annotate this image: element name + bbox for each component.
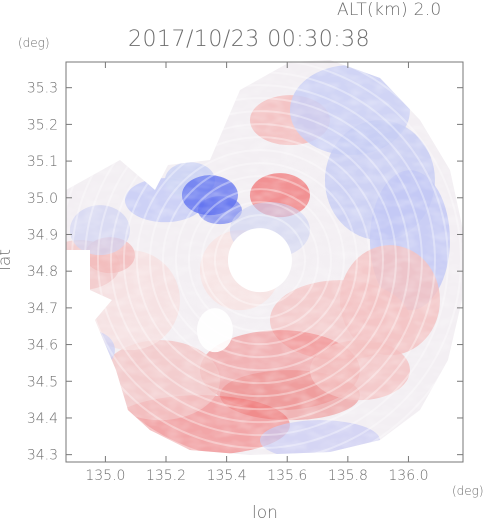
y-axis-unit: (deg)	[18, 36, 50, 50]
y-tick-label: 35.0	[27, 191, 58, 207]
x-tick-label: 135.0	[85, 468, 125, 484]
y-tick-label: 34.8	[27, 264, 58, 280]
y-axis-ticks: 35.3 35.2 35.1 35.0 34.9 34.8 34.7 34.6 34.5 34.4…	[27, 81, 463, 464]
radar-center-void	[227, 228, 292, 293]
x-tick-label: 135.8	[328, 468, 368, 484]
plot-border	[65, 61, 464, 463]
y-tick-label: 34.6	[27, 338, 58, 354]
x-axis-ticks: 135.0 135.2 135.4 135.6 135.8 136.0	[85, 62, 428, 484]
y-tick-label: 35.3	[27, 81, 58, 97]
x-axis-title: lon	[252, 503, 278, 523]
x-tick-label: 136.0	[388, 468, 428, 484]
y-tick-label: 34.7	[27, 301, 58, 317]
y-tick-label: 34.9	[27, 227, 58, 243]
echo-gap	[196, 308, 233, 353]
timestamp-label: 2017/10/23 00:30:38	[128, 27, 371, 52]
plot-frame	[65, 61, 464, 463]
y-tick-label: 34.5	[27, 374, 58, 390]
y-tick-label: 35.1	[27, 154, 58, 170]
radar-echo-field	[66, 60, 463, 455]
y-tick-label: 34.4	[27, 411, 58, 427]
y-tick-label: 35.2	[27, 117, 58, 133]
x-tick-label: 135.2	[146, 468, 186, 484]
x-tick-label: 135.4	[207, 468, 247, 484]
y-tick-label: 34.3	[27, 448, 58, 464]
x-tick-label: 135.6	[267, 468, 307, 484]
x-axis-unit: (deg)	[452, 484, 484, 498]
altitude-label: ALT(km) 2.0	[337, 0, 442, 20]
